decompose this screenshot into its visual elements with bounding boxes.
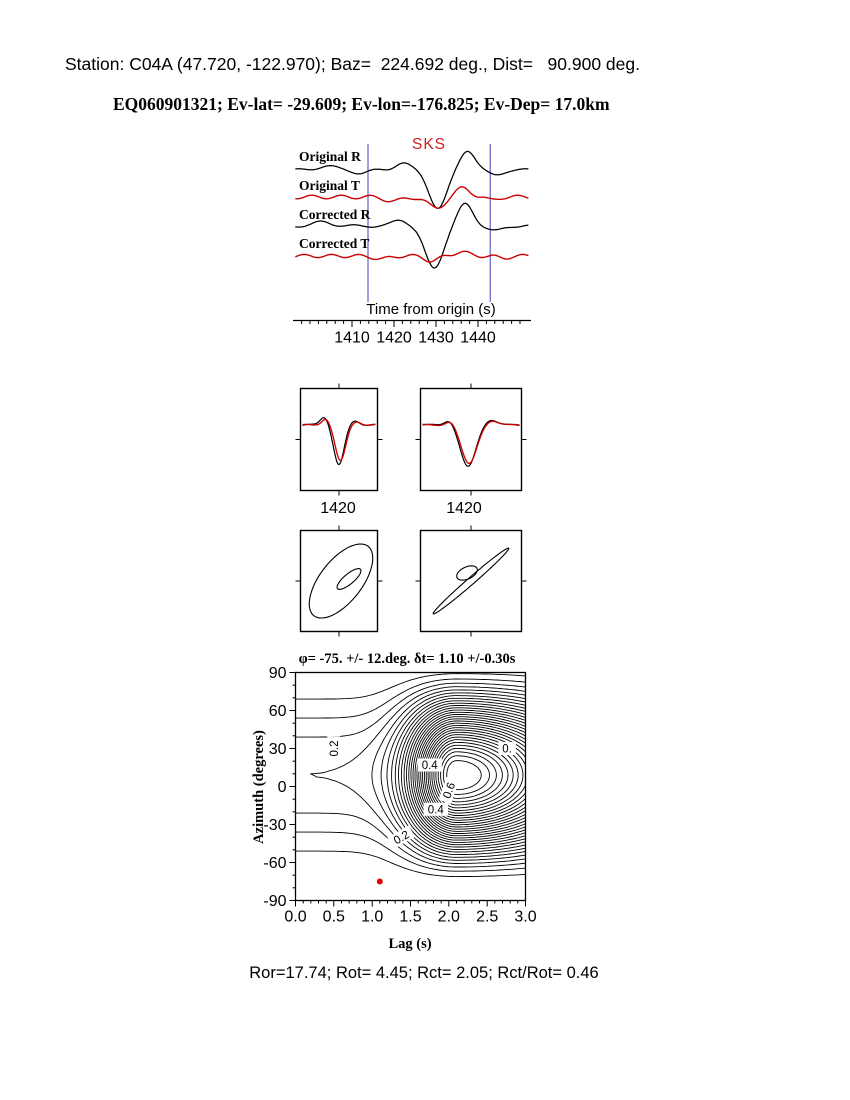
particle-motion-path [456,565,478,581]
contour-ylabel: Azimuth (degrees) [251,730,267,844]
trace-label-corrected-t: Corrected T [299,236,369,251]
time-axis-title: Time from origin (s) [366,301,495,318]
contour-annotations: 0.20.40.60.0.40.2 [327,736,516,885]
station-title: Station: C04A (47.720, -122.970); Baz= 2… [65,54,640,74]
contour-axes: 0.0 0.5 1.0 1.5 2.0 2.5 3.0 -90 -60 -30 0 30 60 90 [263,665,536,926]
tick-label: 2.5 [476,909,498,926]
mini-trace-path [422,419,520,467]
panel-box [419,529,523,633]
trace-path-3 [295,250,529,263]
contour-label-bg [417,758,442,772]
particle-motion-path [432,547,510,615]
tick-label: 1410 [334,330,370,347]
contour-label: 0.2 [329,741,341,757]
contour-label: 0.4 [422,760,439,772]
panel2-time-label: 1420 [446,500,482,517]
tick-label: 60 [269,703,287,720]
mini-panel-boxes [295,383,527,637]
tick-label: 90 [269,665,287,682]
tick-label: 2.0 [438,909,460,926]
contour-title: φ= -75. +/- 12.deg. δt= 1.10 +/-0.30s [299,651,516,667]
trace-path-2 [295,202,529,269]
contour-label: 0.6 [441,781,458,800]
tick-label: 0.0 [284,909,306,926]
trace-label-corrected-r: Corrected R [299,207,371,222]
tick-label: 30 [269,741,287,758]
tick-label: 1420 [376,330,412,347]
panel1-time-label: 1420 [320,500,356,517]
trace-label-original-t: Original T [299,178,360,193]
contour-label: 0. [502,744,512,756]
contour-label-bg [438,776,460,804]
tick-label: -60 [263,855,286,872]
contour-label-bg [387,825,416,849]
phase-label: SKS [412,136,446,153]
panel-box [299,387,379,492]
tick-label: 0 [278,779,287,796]
stats-line: Ror=17.74; Rot= 4.45; Rct= 2.05; Rct/Rot… [249,964,598,982]
tick-label: 1.0 [361,909,383,926]
best-fit-dot [376,878,383,885]
mini-trace-path [302,418,376,462]
tick-label: 0.5 [323,909,345,926]
event-title: EQ060901321; Ev-lat= -29.609; Ev-lon=-17… [113,94,610,114]
contour-lines [295,673,526,878]
particle-motion-path [336,568,362,590]
analysis-window-lines [367,144,491,302]
waveform-compare-traces [302,416,520,467]
tick-label: 1440 [460,330,496,347]
tick-label: -90 [263,893,286,910]
trace-path-1 [295,186,529,209]
particle-motion-traces [308,543,510,619]
tick-label: 1.5 [399,909,421,926]
trace-path-0 [295,150,529,210]
tick-label: -30 [263,817,286,834]
trace-label-original-r: Original R [299,149,361,164]
contour-path [295,673,526,878]
particle-motion-path [308,543,374,619]
contour-label-bg [327,736,341,761]
mini-trace-path [422,420,520,465]
panel-box [419,387,523,492]
tick-label: 3.0 [514,909,536,926]
contour-label-bg [498,742,516,755]
contour-xlabel: Lag (s) [388,936,431,952]
time-axis: 1410 1420 1430 1440 [293,319,531,347]
contour-label-bg [423,802,448,816]
seismogram-traces [295,150,529,269]
contour-label: 0.4 [428,804,445,816]
tick-label: 1430 [418,330,454,347]
